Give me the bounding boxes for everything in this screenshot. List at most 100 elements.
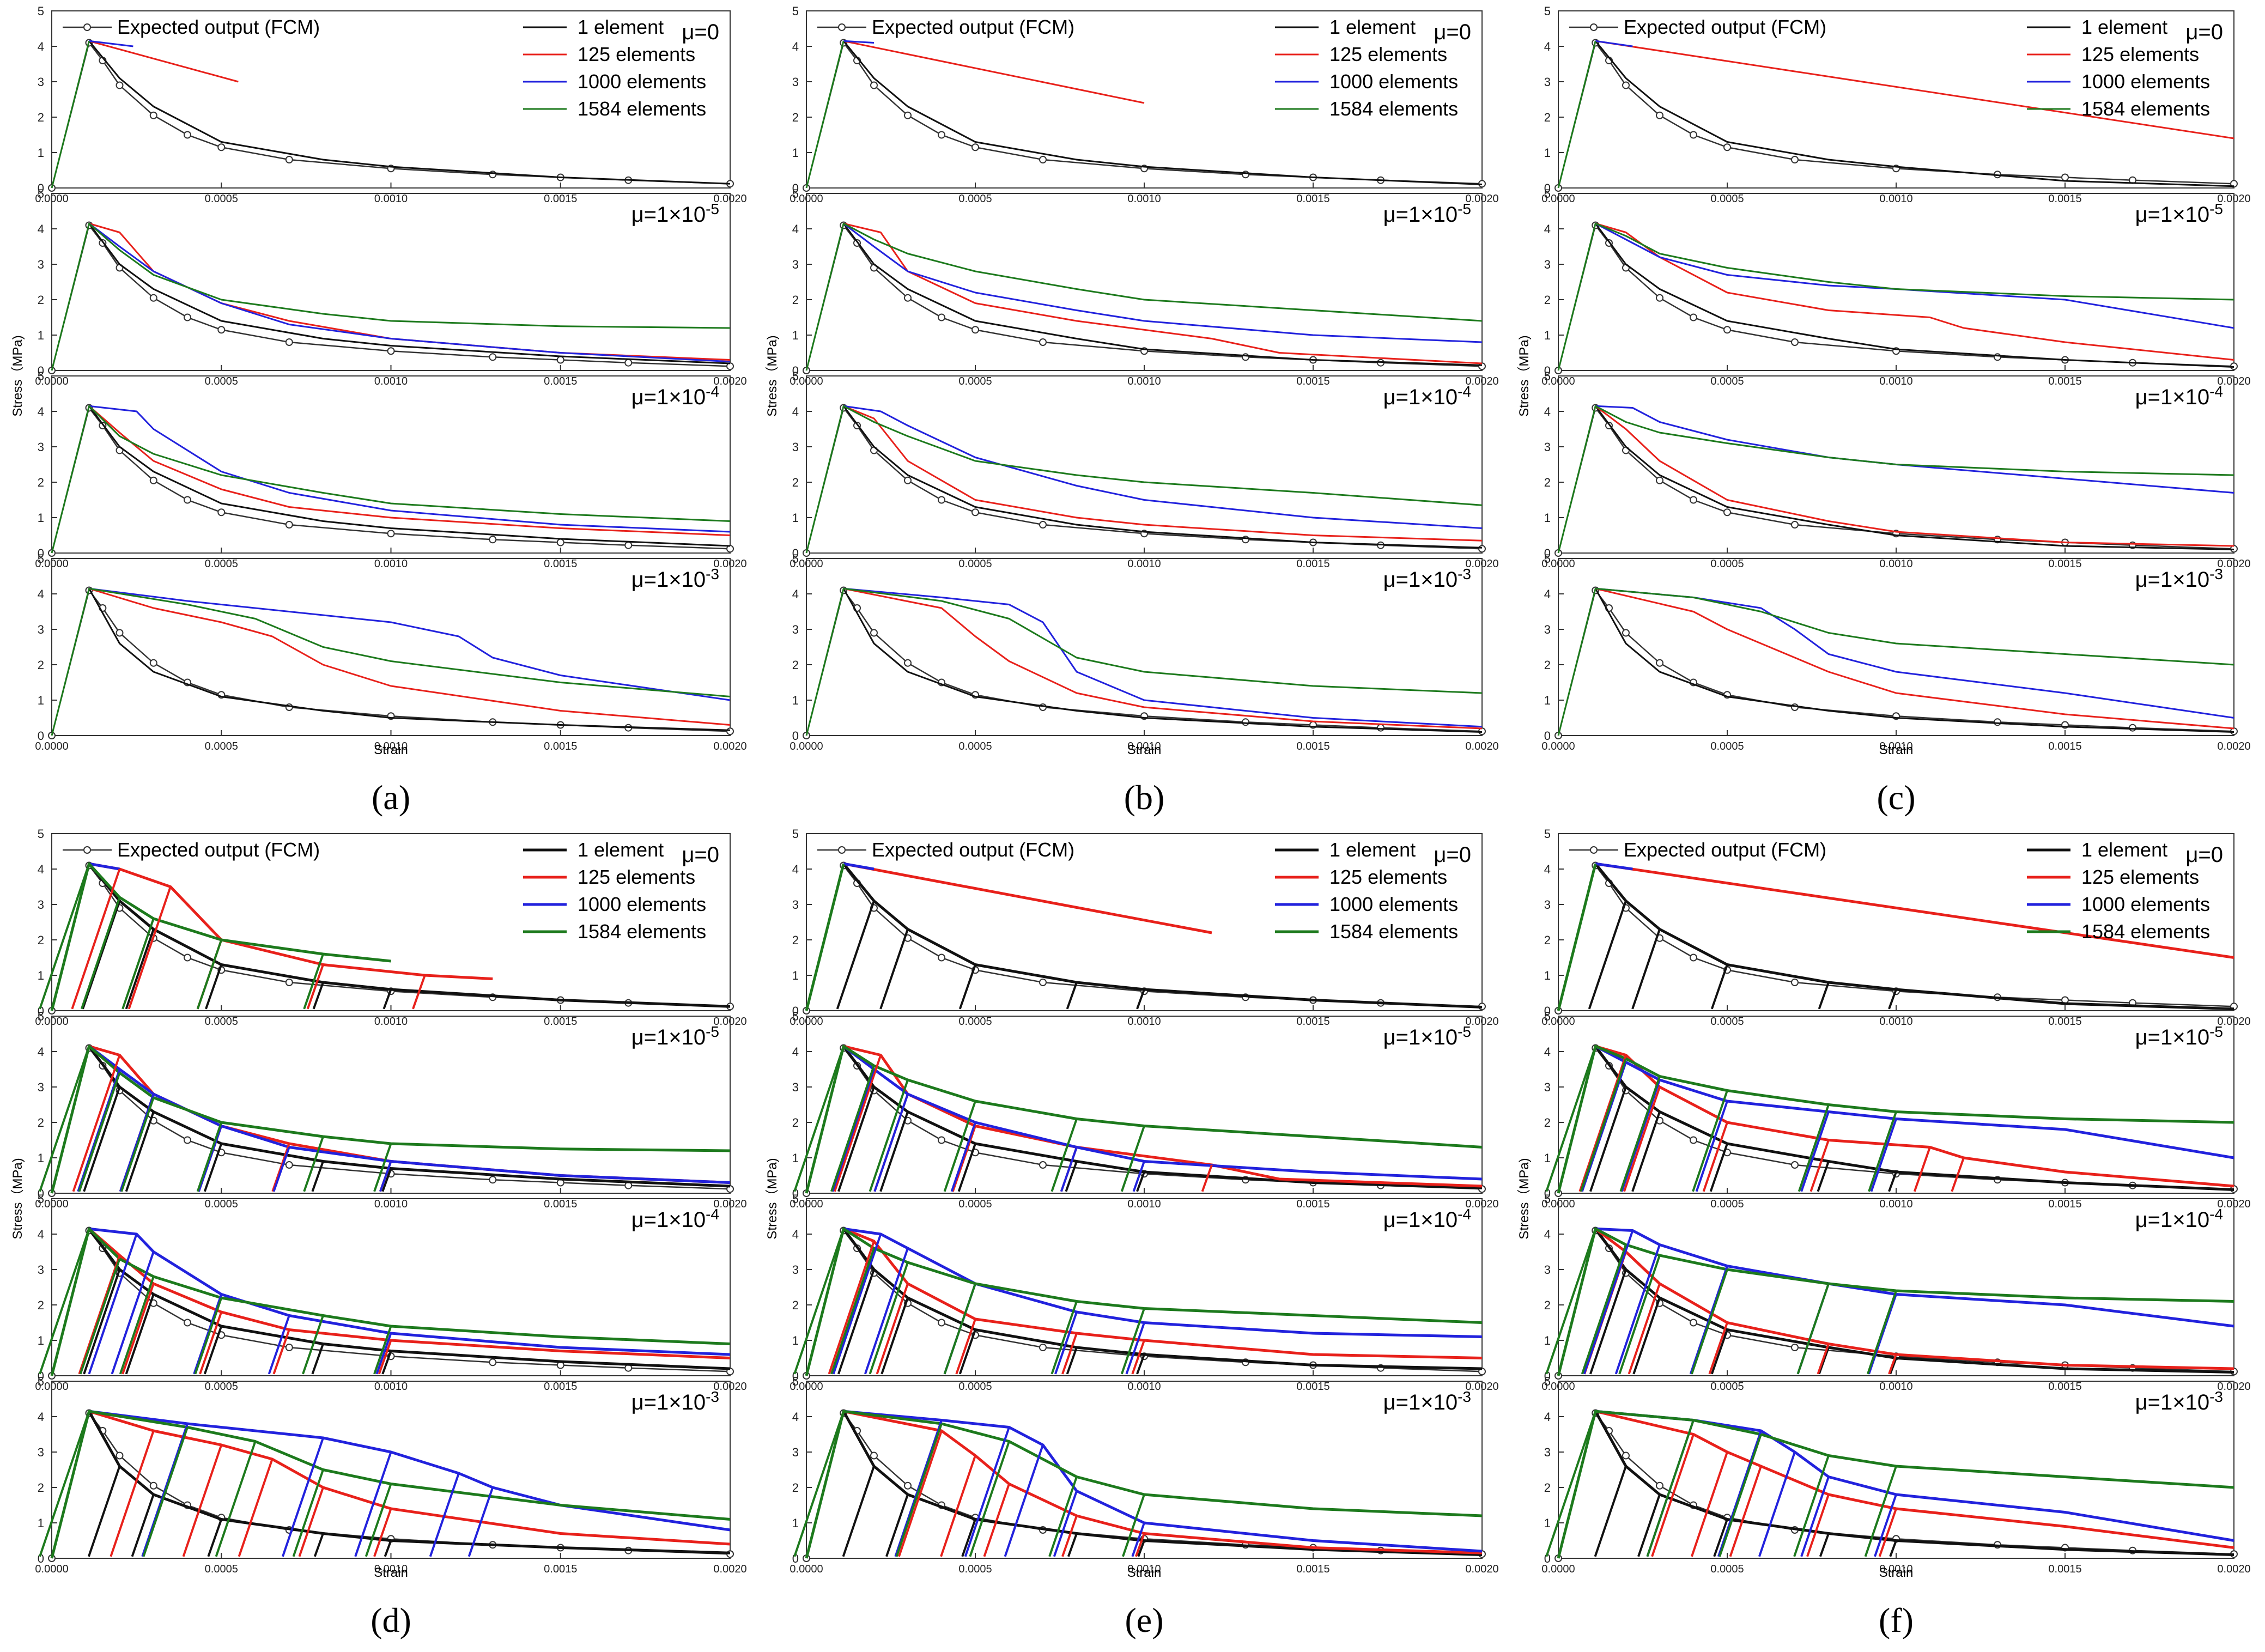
y-tick-label: 5 bbox=[38, 369, 44, 383]
unload-segment bbox=[832, 1234, 882, 1375]
unload-segment bbox=[958, 964, 976, 1010]
legend-label: 1 element bbox=[1329, 839, 1416, 861]
unload-segment bbox=[1004, 1444, 1044, 1557]
x-tick-label: 0.0015 bbox=[1296, 558, 1329, 570]
legend-label: 1584 elements bbox=[578, 98, 706, 120]
expected-fcm-marker bbox=[217, 143, 226, 151]
series-line-1-element bbox=[842, 223, 1483, 366]
unload-segment bbox=[373, 1143, 392, 1192]
expected-fcm-marker bbox=[971, 326, 979, 334]
unload-segment bbox=[354, 1451, 392, 1557]
x-tick-label: 0.0005 bbox=[958, 1381, 992, 1393]
y-tick-label: 0 bbox=[1544, 1187, 1551, 1200]
x-tick-label: 0.0005 bbox=[205, 1381, 238, 1393]
expected-fcm-marker bbox=[217, 508, 226, 517]
x-tick-label: 0.0015 bbox=[544, 193, 577, 205]
y-tick-label: 5 bbox=[792, 187, 799, 201]
series-line-125-elements bbox=[1595, 1044, 2234, 1188]
x-tick-label: 0.0010 bbox=[1879, 375, 1912, 387]
x-tick-label: 0.0000 bbox=[35, 740, 68, 752]
legend-label: 125 elements bbox=[578, 43, 695, 65]
x-tick-label: 0.0020 bbox=[1465, 740, 1498, 752]
series-line-1-element bbox=[842, 1411, 1483, 1556]
unload-segment bbox=[131, 1494, 155, 1557]
x-tick-label: 0.0000 bbox=[1541, 1563, 1575, 1575]
unload-segment bbox=[78, 1072, 121, 1192]
mu-label: μ=1×10-3 bbox=[1383, 1388, 1471, 1414]
expected-fcm-marker bbox=[1690, 1319, 1697, 1327]
y-tick-label: 0 bbox=[792, 364, 799, 378]
unload-segment bbox=[873, 1094, 909, 1192]
x-tick-label: 0.0010 bbox=[1879, 558, 1912, 570]
y-tick-label: 2 bbox=[38, 1481, 44, 1495]
y-tick-label: 3 bbox=[792, 1263, 799, 1277]
legend-marker-expected bbox=[838, 846, 846, 854]
plot-frame bbox=[51, 375, 731, 554]
unload-segment bbox=[1631, 928, 1661, 1010]
y-tick-label: 0 bbox=[792, 729, 799, 743]
y-tick-label: 5 bbox=[792, 1192, 799, 1206]
series-line-125-elements bbox=[88, 405, 731, 536]
unload-segment bbox=[205, 964, 223, 1010]
unload-segment bbox=[39, 1228, 90, 1375]
expected-fcm-marker bbox=[184, 313, 191, 321]
series-line-1-element bbox=[88, 588, 731, 731]
legend: Expected output (FCM) 1 element 125 elemen… bbox=[63, 16, 706, 120]
expected-fcm-marker bbox=[149, 659, 157, 667]
y-tick-label: 2 bbox=[38, 111, 44, 124]
x-tick-label: 0.0015 bbox=[544, 1198, 577, 1210]
y-tick-label: 1 bbox=[1544, 146, 1551, 160]
series-line-1-element bbox=[1594, 863, 2234, 1011]
legend-label: 125 elements bbox=[2081, 43, 2199, 65]
y-tick-label: 1 bbox=[1544, 1334, 1551, 1347]
unload-segment bbox=[373, 1326, 392, 1375]
y-tick-label: 0 bbox=[38, 729, 44, 743]
unload-segment bbox=[869, 1262, 909, 1375]
legend-label: 125 elements bbox=[1329, 866, 1447, 888]
y-tick-label: 1 bbox=[1544, 1151, 1551, 1165]
x-tick-label: 0.0010 bbox=[1879, 193, 1912, 205]
mu-label: μ=1×10-5 bbox=[1383, 1023, 1471, 1049]
unload-segment bbox=[1066, 1347, 1078, 1375]
unload-segment bbox=[828, 1241, 875, 1375]
expected-fcm-marker bbox=[1656, 476, 1663, 484]
unload-segment bbox=[78, 1255, 121, 1375]
x-tick-label: 0.0015 bbox=[1296, 740, 1329, 752]
x-tick-label: 0.0010 bbox=[1127, 1381, 1161, 1393]
plot-frame bbox=[806, 193, 1483, 371]
unload-segment bbox=[897, 1430, 943, 1557]
x-tick-label: 0.0000 bbox=[790, 1563, 823, 1575]
series-line-125-elements bbox=[1595, 1410, 2234, 1549]
unload-segment bbox=[1581, 1061, 1627, 1192]
y-tick-label: 1 bbox=[1544, 694, 1551, 707]
x-tick-label: 0.0010 bbox=[1127, 558, 1161, 570]
y-tick-label: 3 bbox=[1544, 1263, 1551, 1277]
series-line-1584-elements bbox=[805, 587, 1483, 736]
y-tick-label: 3 bbox=[792, 1080, 799, 1094]
y-tick-label: 5 bbox=[38, 1010, 44, 1023]
unload-segment bbox=[429, 1473, 460, 1557]
series-line-1000-elements bbox=[1595, 1227, 2234, 1328]
series-line-1000-elements bbox=[89, 587, 731, 701]
legend-marker-expected bbox=[1590, 846, 1598, 854]
unload-segment bbox=[983, 1483, 1010, 1557]
mu-label: μ=0 bbox=[1434, 20, 1471, 44]
y-tick-label: 0 bbox=[1544, 181, 1551, 195]
unload-segment bbox=[306, 964, 324, 1010]
x-tick-label: 0.0005 bbox=[205, 740, 238, 752]
unload-segment bbox=[119, 1276, 155, 1375]
y-tick-label: 5 bbox=[38, 187, 44, 201]
unload-segment bbox=[1131, 1522, 1145, 1557]
unload-segment bbox=[311, 1343, 324, 1375]
expected-fcm-marker bbox=[1723, 508, 1731, 517]
y-tick-label: 3 bbox=[38, 440, 44, 454]
unload-segment bbox=[837, 1269, 875, 1375]
expected-fcm-marker bbox=[556, 356, 564, 364]
series-line-1000-elements bbox=[89, 1227, 731, 1356]
y-tick-label: 4 bbox=[1544, 863, 1551, 876]
unload-segment bbox=[381, 1350, 392, 1375]
unload-segment bbox=[1048, 1476, 1078, 1557]
